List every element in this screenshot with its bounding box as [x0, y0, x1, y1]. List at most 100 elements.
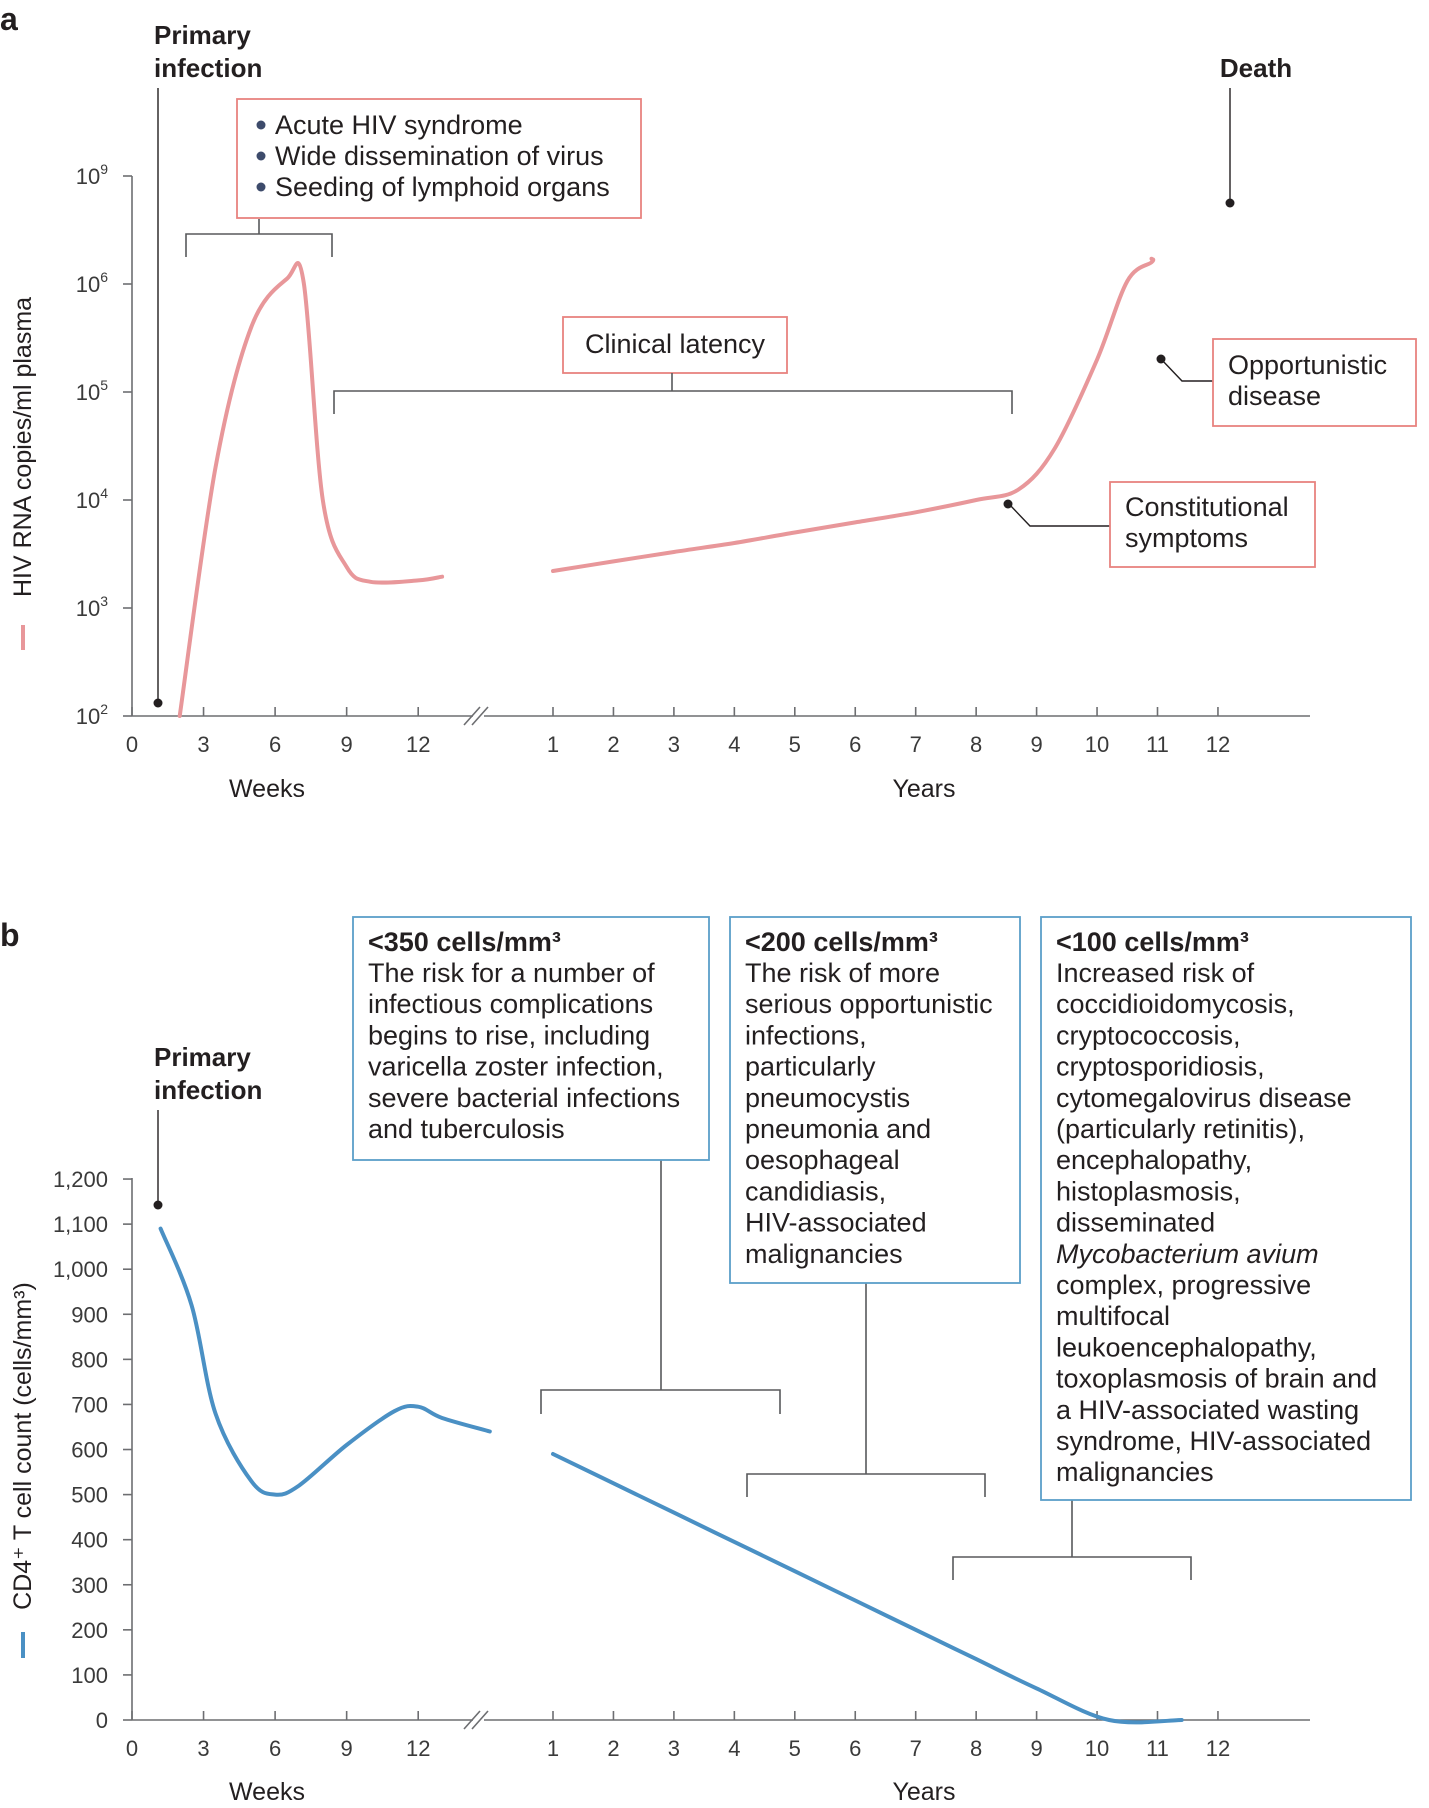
b-box-100-text: Increased risk ofcoccidioidomycosis,cryp…: [1056, 958, 1377, 1487]
x-tick-label: 11: [1146, 732, 1169, 757]
box-text-line: a HIV-associated wasting: [1056, 1395, 1359, 1425]
box-text-line: candidiasis,: [745, 1176, 886, 1206]
b-cd4-curve-years: [551, 1452, 1184, 1725]
b-primary-infection-label-2: infection: [154, 1075, 262, 1105]
x-tick-label: 2: [607, 732, 619, 757]
a-acute-item-3: Seeding of lymphoid organs: [275, 172, 610, 202]
box-text-line: histoplasmosis,: [1056, 1176, 1241, 1206]
x-tick-label: 6: [849, 1736, 861, 1761]
a-opportunistic-marker: [1156, 354, 1166, 364]
a-constitutional-box: [1109, 481, 1316, 568]
a-acute-list: Acute HIV syndrome Wide dissemination of…: [256, 110, 610, 202]
b-box-200-title: <200 cells/mm³: [745, 927, 938, 957]
x-tick-label: 6: [269, 732, 281, 757]
b-xlabel-weeks: Weeks: [229, 1778, 305, 1806]
a-acute-item-1: Acute HIV syndrome: [275, 110, 523, 140]
x-tick-label: 9: [1030, 732, 1042, 757]
x-tick-label: 0: [126, 1736, 138, 1761]
box-text-line: The risk of more: [745, 958, 940, 988]
b-axis-break-2: [471, 1710, 489, 1730]
x-tick-label: 3: [197, 732, 209, 757]
b-box-100-title: <100 cells/mm³: [1056, 927, 1249, 957]
x-tick-label: 5: [789, 1736, 801, 1761]
y-tick-label: 500: [71, 1483, 108, 1508]
box-text-line: and tuberculosis: [368, 1114, 565, 1144]
x-tick-label: 10: [1085, 1736, 1109, 1761]
y-tick-label: 400: [71, 1528, 108, 1553]
b-box-100: [1040, 916, 1412, 1501]
x-tick-label: 4: [728, 732, 740, 757]
box-text-line: varicella zoster infection,: [368, 1052, 664, 1082]
a-axis-break-1: [463, 706, 481, 726]
box-text-line: malignancies: [745, 1239, 903, 1269]
box-text-line: infections,: [745, 1020, 867, 1050]
box-text-line: infectious complications: [368, 989, 653, 1019]
a-latency-bracket: [333, 373, 1013, 414]
a-acute-item-2: Wide dissemination of virus: [275, 141, 604, 171]
x-tick-label: 3: [668, 732, 680, 757]
x-tick-label: 12: [1206, 732, 1230, 757]
y-tick-label: 105: [76, 377, 108, 405]
x-tick-label: 12: [406, 732, 430, 757]
b-bracket-200: [746, 1283, 986, 1497]
b-x-ticks: 0 3 6 9 12 1 2 3 4 5 6 7 8 9 10 11 12: [126, 1711, 1230, 1761]
a-xlabel-weeks: Weeks: [229, 775, 305, 803]
y-tick-label: 1,100: [53, 1212, 108, 1237]
box-text-line: Mycobacterium avium: [1056, 1239, 1319, 1269]
x-tick-label: 6: [849, 732, 861, 757]
x-tick-label: 1: [547, 1736, 559, 1761]
box-text-line: begins to rise, including: [368, 1020, 650, 1050]
a-xlabel-years: Years: [892, 775, 955, 803]
a-primary-infection-marker: [153, 698, 163, 708]
bullet-icon: [256, 182, 266, 192]
x-tick-label: 2: [607, 1736, 619, 1761]
b-cd4-curve-weeks: [158, 1226, 492, 1497]
x-tick-label: 9: [341, 1736, 353, 1761]
box-text-line: cytomegalovirus disease: [1056, 1083, 1352, 1113]
b-bracket-100: [952, 1500, 1192, 1580]
b-y-ticks: 0 100 200 300 400 500 600 700 800 900 1,000 1,100 1,…: [53, 1167, 132, 1733]
box-text-line: pneumocystis: [745, 1083, 910, 1113]
box-text-line: toxoplasmosis of brain and: [1056, 1364, 1377, 1394]
box-text-line: syndrome, HIV-associated: [1056, 1426, 1371, 1456]
a-x-ticks: 0 3 6 9 12 1 2 3 4 5 6 7 8 9 10 11 12: [126, 707, 1230, 757]
x-tick-label: 6: [269, 1736, 281, 1761]
x-tick-label: 9: [341, 732, 353, 757]
x-tick-label: 11: [1146, 1736, 1169, 1761]
b-box-350-title: <350 cells/mm³: [368, 927, 561, 957]
box-text-line: malignancies: [1056, 1457, 1214, 1487]
a-constitutional-marker: [1003, 499, 1013, 509]
box-text-line: coccidioidomycosis,: [1056, 989, 1295, 1019]
y-tick-label: 0: [96, 1708, 108, 1733]
a-y-ticks: 102 103 104 105 106 109: [76, 161, 132, 729]
x-tick-label: 0: [126, 732, 138, 757]
x-tick-label: 12: [1206, 1736, 1230, 1761]
box-text-line: complex, progressive: [1056, 1270, 1311, 1300]
a-constitutional-label-2: symptoms: [1125, 523, 1248, 553]
panel-a-letter: a: [0, 1, 18, 37]
a-opportunistic-box: [1212, 338, 1417, 427]
a-clinical-latency-label: Clinical latency: [585, 329, 766, 359]
a-death-marker: [1225, 198, 1235, 208]
box-text-line: The risk for a number of: [368, 958, 655, 988]
a-constitutional-label-1: Constitutional: [1125, 492, 1289, 522]
x-tick-label: 7: [910, 732, 922, 757]
y-tick-label: 1,000: [53, 1257, 108, 1282]
a-opportunistic-leader: [1160, 358, 1213, 382]
y-tick-label: 600: [71, 1438, 108, 1463]
y-tick-label: 104: [76, 485, 108, 513]
box-text-line: cryptococcosis,: [1056, 1020, 1241, 1050]
b-box-350: [352, 916, 710, 1161]
box-text-line: particularly: [745, 1052, 876, 1082]
b-axis-break-1: [463, 1710, 481, 1730]
x-tick-label: 8: [970, 1736, 982, 1761]
panel-b-letter: b: [0, 917, 20, 953]
box-text-line: serious opportunistic: [745, 989, 993, 1019]
y-tick-label: 100: [71, 1663, 108, 1688]
y-tick-label: 900: [71, 1302, 108, 1327]
y-tick-label: 103: [76, 593, 108, 621]
y-tick-label: 1,200: [53, 1167, 108, 1192]
